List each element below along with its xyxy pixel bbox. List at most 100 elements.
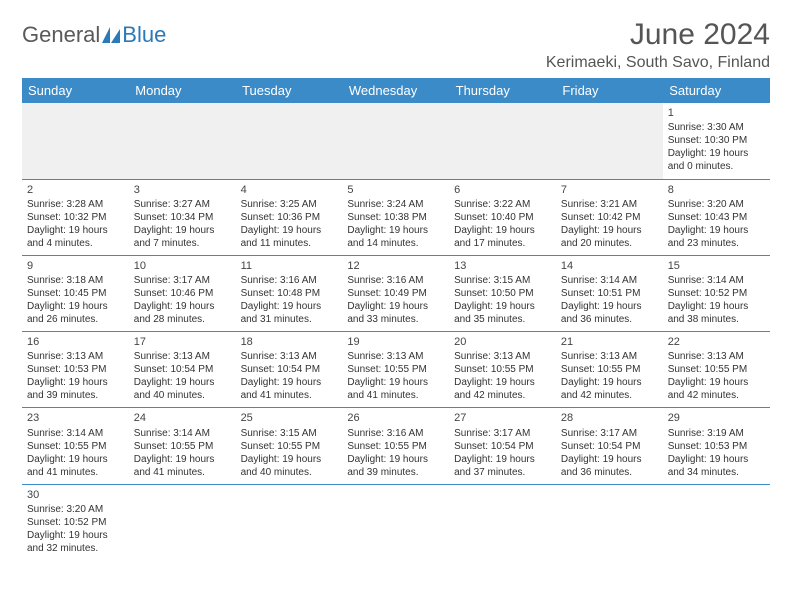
cell-sr: Sunrise: 3:17 AM <box>561 427 658 440</box>
cell-ss: Sunset: 10:53 PM <box>668 440 765 453</box>
calendar-cell: 8Sunrise: 3:20 AMSunset: 10:43 PMDayligh… <box>663 179 770 255</box>
cell-ss: Sunset: 10:55 PM <box>454 363 551 376</box>
cell-dl1: Daylight: 19 hours <box>27 376 124 389</box>
cell-dl2: and 38 minutes. <box>668 313 765 326</box>
cell-dl2: and 11 minutes. <box>241 237 338 250</box>
cell-sr: Sunrise: 3:14 AM <box>27 427 124 440</box>
cell-sr: Sunrise: 3:13 AM <box>347 350 444 363</box>
calendar-cell: 26Sunrise: 3:16 AMSunset: 10:55 PMDaylig… <box>342 408 449 484</box>
brand-part2: Blue <box>122 22 166 48</box>
day-number: 21 <box>561 335 658 349</box>
calendar-cell: 22Sunrise: 3:13 AMSunset: 10:55 PMDaylig… <box>663 332 770 408</box>
cell-dl2: and 20 minutes. <box>561 237 658 250</box>
day-number: 17 <box>134 335 231 349</box>
day-number: 5 <box>347 183 444 197</box>
calendar-cell <box>236 103 343 179</box>
cell-dl1: Daylight: 19 hours <box>27 300 124 313</box>
col-friday: Friday <box>556 78 663 103</box>
calendar-cell: 16Sunrise: 3:13 AMSunset: 10:53 PMDaylig… <box>22 332 129 408</box>
calendar-cell: 2Sunrise: 3:28 AMSunset: 10:32 PMDayligh… <box>22 179 129 255</box>
calendar-row: 16Sunrise: 3:13 AMSunset: 10:53 PMDaylig… <box>22 332 770 408</box>
calendar-cell: 12Sunrise: 3:16 AMSunset: 10:49 PMDaylig… <box>342 255 449 331</box>
cell-dl1: Daylight: 19 hours <box>27 224 124 237</box>
calendar-cell: 14Sunrise: 3:14 AMSunset: 10:51 PMDaylig… <box>556 255 663 331</box>
day-number: 29 <box>668 411 765 425</box>
cell-ss: Sunset: 10:55 PM <box>561 363 658 376</box>
day-number: 3 <box>134 183 231 197</box>
day-number: 10 <box>134 259 231 273</box>
cell-ss: Sunset: 10:52 PM <box>668 287 765 300</box>
cell-dl1: Daylight: 19 hours <box>561 300 658 313</box>
cell-ss: Sunset: 10:54 PM <box>241 363 338 376</box>
cell-ss: Sunset: 10:53 PM <box>27 363 124 376</box>
cell-sr: Sunrise: 3:16 AM <box>347 274 444 287</box>
cell-sr: Sunrise: 3:14 AM <box>668 274 765 287</box>
cell-dl2: and 42 minutes. <box>454 389 551 402</box>
calendar-cell: 23Sunrise: 3:14 AMSunset: 10:55 PMDaylig… <box>22 408 129 484</box>
calendar-row: 1Sunrise: 3:30 AMSunset: 10:30 PMDayligh… <box>22 103 770 179</box>
day-number: 14 <box>561 259 658 273</box>
cell-ss: Sunset: 10:32 PM <box>27 211 124 224</box>
calendar-cell: 27Sunrise: 3:17 AMSunset: 10:54 PMDaylig… <box>449 408 556 484</box>
cell-sr: Sunrise: 3:19 AM <box>668 427 765 440</box>
cell-dl2: and 41 minutes. <box>27 466 124 479</box>
cell-dl1: Daylight: 19 hours <box>134 453 231 466</box>
cell-ss: Sunset: 10:36 PM <box>241 211 338 224</box>
day-number: 28 <box>561 411 658 425</box>
calendar-row: 23Sunrise: 3:14 AMSunset: 10:55 PMDaylig… <box>22 408 770 484</box>
cell-dl2: and 40 minutes. <box>241 466 338 479</box>
cell-ss: Sunset: 10:55 PM <box>347 440 444 453</box>
calendar-cell: 21Sunrise: 3:13 AMSunset: 10:55 PMDaylig… <box>556 332 663 408</box>
col-wednesday: Wednesday <box>342 78 449 103</box>
day-number: 13 <box>454 259 551 273</box>
calendar-cell: 11Sunrise: 3:16 AMSunset: 10:48 PMDaylig… <box>236 255 343 331</box>
cell-sr: Sunrise: 3:28 AM <box>27 198 124 211</box>
cell-sr: Sunrise: 3:25 AM <box>241 198 338 211</box>
calendar-cell <box>663 484 770 560</box>
cell-ss: Sunset: 10:30 PM <box>668 134 765 147</box>
cell-ss: Sunset: 10:55 PM <box>27 440 124 453</box>
cell-sr: Sunrise: 3:13 AM <box>134 350 231 363</box>
calendar-cell <box>342 103 449 179</box>
calendar-cell <box>236 484 343 560</box>
cell-sr: Sunrise: 3:13 AM <box>454 350 551 363</box>
calendar-cell <box>556 484 663 560</box>
cell-dl1: Daylight: 19 hours <box>347 453 444 466</box>
cell-ss: Sunset: 10:46 PM <box>134 287 231 300</box>
cell-sr: Sunrise: 3:21 AM <box>561 198 658 211</box>
cell-ss: Sunset: 10:50 PM <box>454 287 551 300</box>
calendar-cell: 17Sunrise: 3:13 AMSunset: 10:54 PMDaylig… <box>129 332 236 408</box>
cell-dl2: and 35 minutes. <box>454 313 551 326</box>
calendar-row: 30Sunrise: 3:20 AMSunset: 10:52 PMDaylig… <box>22 484 770 560</box>
cell-dl2: and 7 minutes. <box>134 237 231 250</box>
day-number: 23 <box>27 411 124 425</box>
brand-logo: General Blue <box>22 22 166 48</box>
cell-ss: Sunset: 10:55 PM <box>668 363 765 376</box>
cell-sr: Sunrise: 3:16 AM <box>241 274 338 287</box>
cell-dl1: Daylight: 19 hours <box>241 453 338 466</box>
cell-dl1: Daylight: 19 hours <box>454 224 551 237</box>
cell-dl1: Daylight: 19 hours <box>241 376 338 389</box>
cell-dl1: Daylight: 19 hours <box>561 224 658 237</box>
cell-sr: Sunrise: 3:30 AM <box>668 121 765 134</box>
cell-ss: Sunset: 10:43 PM <box>668 211 765 224</box>
day-number: 27 <box>454 411 551 425</box>
calendar-cell: 6Sunrise: 3:22 AMSunset: 10:40 PMDayligh… <box>449 179 556 255</box>
sail-icon <box>102 27 120 43</box>
cell-dl2: and 36 minutes. <box>561 313 658 326</box>
cell-sr: Sunrise: 3:20 AM <box>27 503 124 516</box>
cell-dl2: and 23 minutes. <box>668 237 765 250</box>
day-number: 11 <box>241 259 338 273</box>
calendar-cell: 25Sunrise: 3:15 AMSunset: 10:55 PMDaylig… <box>236 408 343 484</box>
cell-sr: Sunrise: 3:27 AM <box>134 198 231 211</box>
cell-sr: Sunrise: 3:13 AM <box>561 350 658 363</box>
page-title: June 2024 <box>546 18 770 52</box>
cell-ss: Sunset: 10:42 PM <box>561 211 658 224</box>
calendar-cell <box>129 484 236 560</box>
day-number: 7 <box>561 183 658 197</box>
cell-dl1: Daylight: 19 hours <box>241 224 338 237</box>
cell-dl1: Daylight: 19 hours <box>347 376 444 389</box>
cell-dl2: and 36 minutes. <box>561 466 658 479</box>
calendar-cell: 13Sunrise: 3:15 AMSunset: 10:50 PMDaylig… <box>449 255 556 331</box>
cell-dl1: Daylight: 19 hours <box>134 224 231 237</box>
